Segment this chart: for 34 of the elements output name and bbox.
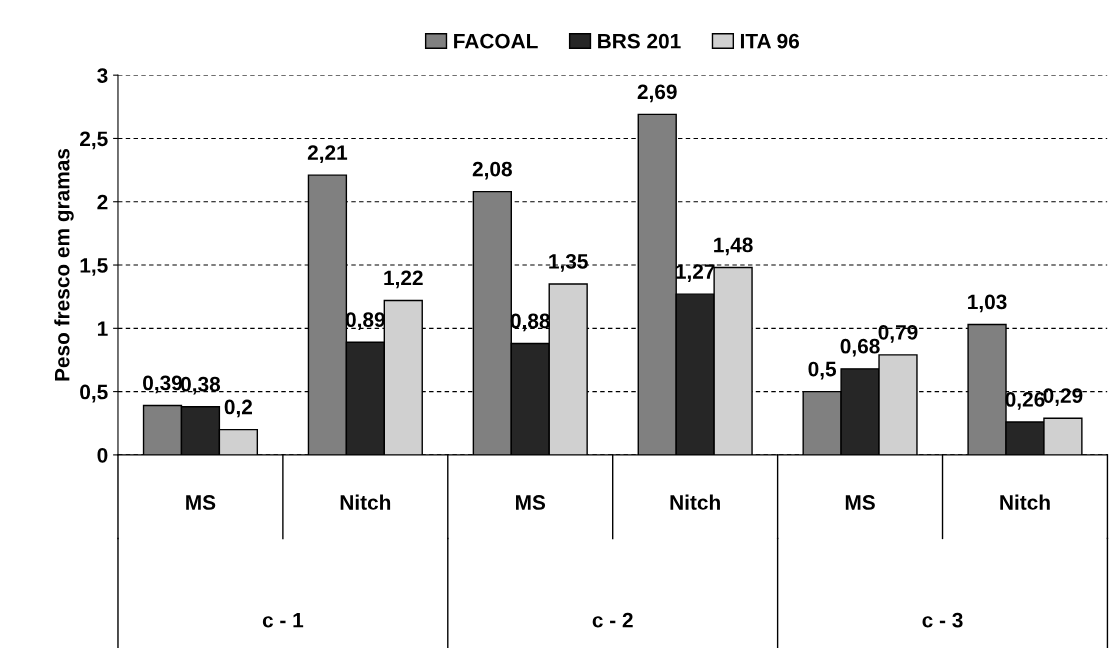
data-label: 1,48 <box>714 237 753 256</box>
x-tick-label: Nitch <box>1000 494 1050 510</box>
data-label: 1,35 <box>549 254 588 272</box>
y-tick-label: 1,5 <box>80 258 108 276</box>
data-label: 2,21 <box>307 145 348 163</box>
data-label: 0,29 <box>1043 388 1083 406</box>
legend-label: FACOAL <box>454 33 538 49</box>
data-label: 2,08 <box>472 161 512 180</box>
data-label: 0,79 <box>878 324 918 343</box>
data-label: 1,22 <box>384 270 423 289</box>
text: c - 1 <box>262 613 304 628</box>
text: c - 2 <box>592 612 633 628</box>
data-label: 2,69 <box>637 84 677 103</box>
data-label: 0,39 <box>143 375 183 394</box>
y-tick-label: 2 <box>97 194 108 210</box>
data-label: 0,68 <box>840 338 880 357</box>
y-tick-label: 0,5 <box>80 384 108 403</box>
x-tick-label: MS <box>845 495 875 510</box>
x-tick-label: Nitch <box>670 494 720 510</box>
x-tick-label: MS <box>186 495 216 510</box>
x-tick-label: MS <box>516 495 546 510</box>
y-tick-label: 2,5 <box>80 131 108 150</box>
data-label: 0,5 <box>808 361 837 380</box>
y-axis-title: Peso fresco em gramas <box>54 148 74 381</box>
data-label: 0,2 <box>224 399 253 418</box>
data-label: 1,03 <box>968 294 1007 313</box>
y-tick-label: 1 <box>97 321 108 336</box>
y-tick-label: 3 <box>97 68 108 83</box>
x-tick-label: Nitch <box>340 494 391 510</box>
legend-label: BRS 201 <box>598 33 681 49</box>
data-label: 0,38 <box>180 376 221 395</box>
legend-label: ITA 96 <box>740 33 800 49</box>
y-tick-label: 0 <box>97 447 108 463</box>
text: c - 3 <box>922 612 963 628</box>
